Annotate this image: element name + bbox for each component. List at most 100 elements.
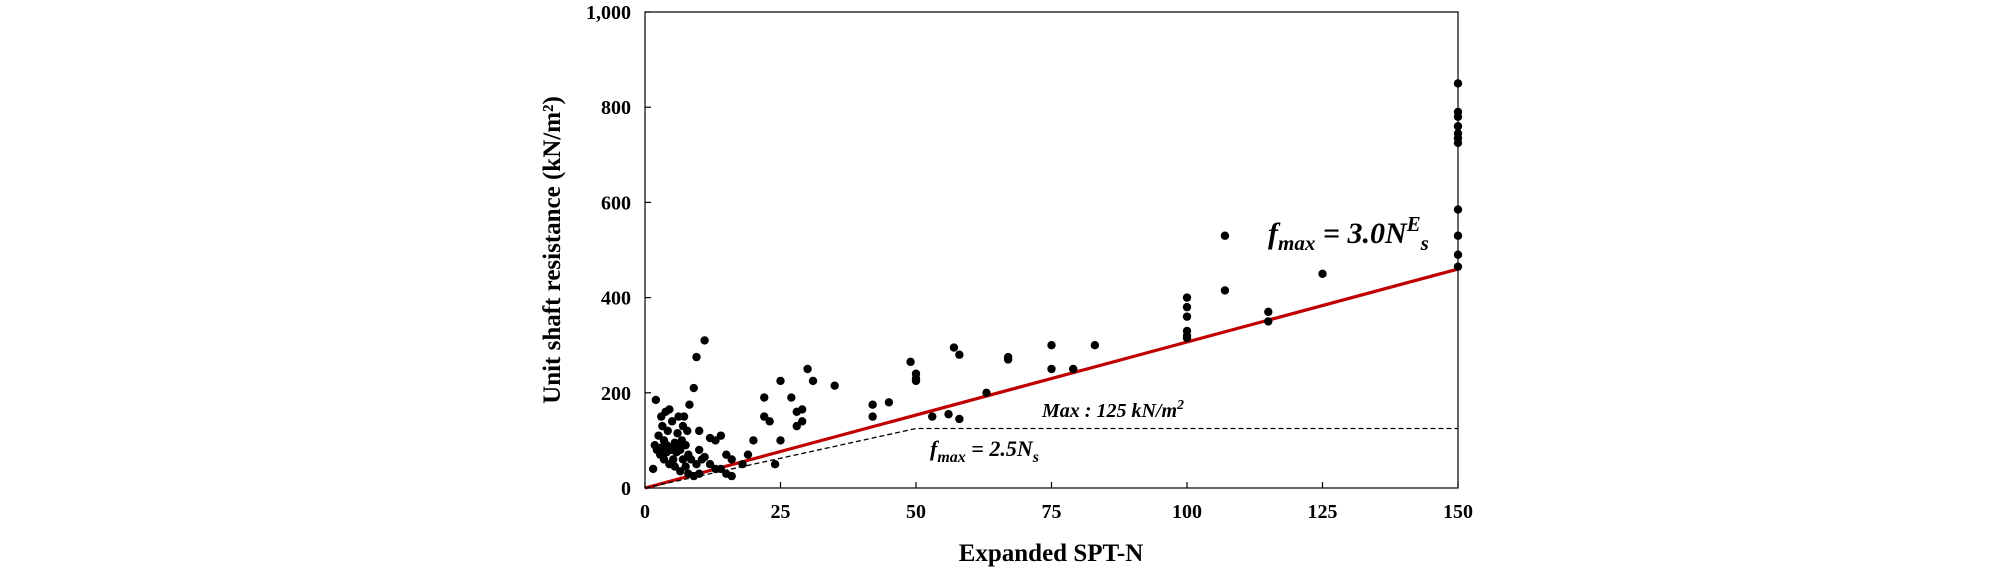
data-point <box>738 460 747 469</box>
y-tick-label: 600 <box>601 192 631 214</box>
data-point <box>683 426 692 436</box>
x-tick-label: 0 <box>640 501 650 523</box>
data-point <box>668 455 678 464</box>
data-point <box>1068 364 1078 374</box>
data-point <box>695 426 704 436</box>
data-point <box>955 414 964 424</box>
data-point <box>716 464 726 474</box>
data-point <box>770 460 780 469</box>
y-tick-label: 800 <box>601 97 631 119</box>
x-tick-label: 75 <box>1042 501 1062 523</box>
x-tick-label: 125 <box>1308 501 1338 523</box>
data-point <box>1453 138 1463 148</box>
data-point <box>651 395 661 405</box>
data-point <box>1453 122 1463 131</box>
data-point <box>1182 302 1192 312</box>
data-point <box>749 436 758 445</box>
data-point <box>727 471 736 481</box>
data-point <box>765 417 774 426</box>
data-point <box>760 412 769 421</box>
data-point <box>1453 231 1463 240</box>
data-point <box>692 460 701 469</box>
y-tick-label: 200 <box>601 383 631 405</box>
x-tick-label: 25 <box>771 501 791 523</box>
data-point <box>760 393 769 402</box>
data-point <box>722 450 731 459</box>
data-point <box>705 460 715 469</box>
y-tick-label: 400 <box>601 288 631 310</box>
cap-label: Max : 125 kN/m2 <box>1041 398 1184 422</box>
data-point <box>884 398 894 407</box>
data-point <box>727 455 736 464</box>
y-tick-label: 1,000 <box>586 2 631 24</box>
data-point <box>982 388 991 397</box>
data-point <box>700 336 709 345</box>
data-point <box>1090 341 1100 350</box>
data-point <box>686 455 696 464</box>
data-point <box>1318 269 1327 278</box>
data-point <box>1047 341 1056 350</box>
data-point <box>1182 293 1192 302</box>
data-point <box>663 426 672 436</box>
data-point <box>667 417 677 426</box>
data-point <box>1047 364 1056 374</box>
ticks-layer: 0 25 50 75 100 125 150 0 200 400 600 800 1,000 <box>586 2 1473 523</box>
y-tick-label: 0 <box>621 478 631 500</box>
data-point <box>803 364 812 374</box>
data-point <box>659 455 669 464</box>
data-point <box>673 429 682 438</box>
y-axis-label: Unit shaft resistance (kN/m²) <box>539 96 566 404</box>
data-point <box>906 357 915 367</box>
data-point <box>689 383 698 393</box>
dashed-line-label: fmax = 2.5Ns <box>930 436 1039 466</box>
data-point <box>1182 312 1192 321</box>
data-point <box>797 405 807 414</box>
data-point <box>797 417 807 426</box>
marks-layer <box>644 267 1459 490</box>
data-point <box>776 436 785 445</box>
data-point <box>1264 317 1273 326</box>
x-tick-label: 150 <box>1443 501 1473 523</box>
data-point <box>808 376 818 386</box>
red-line-label: fmax = 3.0NEs <box>1268 212 1429 255</box>
data-point <box>676 467 685 476</box>
data-point <box>1453 262 1463 271</box>
x-tick-label: 100 <box>1172 501 1202 523</box>
data-point <box>1220 286 1230 295</box>
data-point <box>678 455 688 464</box>
data-point <box>1264 307 1273 317</box>
data-point <box>676 445 685 455</box>
data-point <box>681 440 690 450</box>
data-point <box>711 436 720 445</box>
data-point <box>648 464 658 474</box>
data-point <box>868 400 877 409</box>
data-point <box>654 431 663 440</box>
data-point <box>700 452 709 462</box>
data-point <box>1453 79 1463 88</box>
data-point <box>681 462 690 471</box>
data-point <box>716 431 726 440</box>
data-point <box>670 462 680 471</box>
data-point <box>1003 352 1013 362</box>
data-point <box>911 376 921 386</box>
data-point <box>1453 205 1463 214</box>
data-point <box>1220 231 1230 240</box>
data-point <box>685 400 694 409</box>
data-point <box>665 405 674 414</box>
x-axis-label: Expanded SPT-N <box>959 540 1144 567</box>
data-point <box>1182 333 1192 343</box>
data-point <box>695 445 704 455</box>
data-point <box>868 412 877 421</box>
data-point <box>1453 112 1463 121</box>
dashed-limit-line <box>644 427 1458 489</box>
data-point <box>695 469 704 478</box>
data-point <box>830 381 839 390</box>
data-point <box>743 450 753 459</box>
red-trend-line <box>644 267 1459 490</box>
data-point <box>679 412 689 421</box>
data-point <box>1453 250 1463 259</box>
data-point <box>692 352 701 362</box>
data-point <box>658 421 667 431</box>
points-layer <box>648 79 1463 481</box>
